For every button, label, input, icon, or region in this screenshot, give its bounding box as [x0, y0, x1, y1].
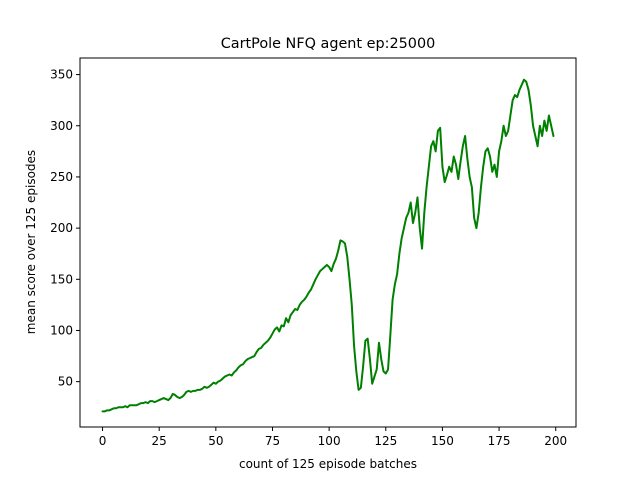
y-tick-label: 50: [58, 375, 73, 389]
axes-frame: [79, 57, 577, 428]
x-tick-label: 150: [431, 434, 454, 448]
y-tick-label: 300: [50, 119, 73, 133]
chart-title: CartPole NFQ agent ep:25000: [221, 36, 436, 52]
y-tick-label: 150: [50, 272, 73, 286]
y-axis-label: mean score over 125 episodes: [24, 150, 38, 334]
y-tick-label: 250: [50, 170, 73, 184]
y-tick-label: 100: [50, 323, 73, 337]
x-tick-label: 200: [544, 434, 567, 448]
x-tick-label: 125: [374, 434, 397, 448]
x-axis-label: count of 125 episode batches: [239, 457, 417, 471]
axes: 0 25 50 75 100 125 150 175 200 50 100 150 200 250 300 3…: [50, 57, 577, 448]
x-tick-label: 25: [152, 434, 167, 448]
y-tick-label: 200: [50, 221, 73, 235]
y-tick-label: 350: [50, 68, 73, 82]
plot-area: [101, 78, 555, 413]
x-tick-label: 175: [488, 434, 511, 448]
x-tick-label: 75: [265, 434, 280, 448]
series-line-1: [101, 78, 555, 413]
x-tick-label: 50: [208, 434, 223, 448]
x-tick-label: 100: [318, 434, 341, 448]
x-tick-label: 0: [99, 434, 107, 448]
